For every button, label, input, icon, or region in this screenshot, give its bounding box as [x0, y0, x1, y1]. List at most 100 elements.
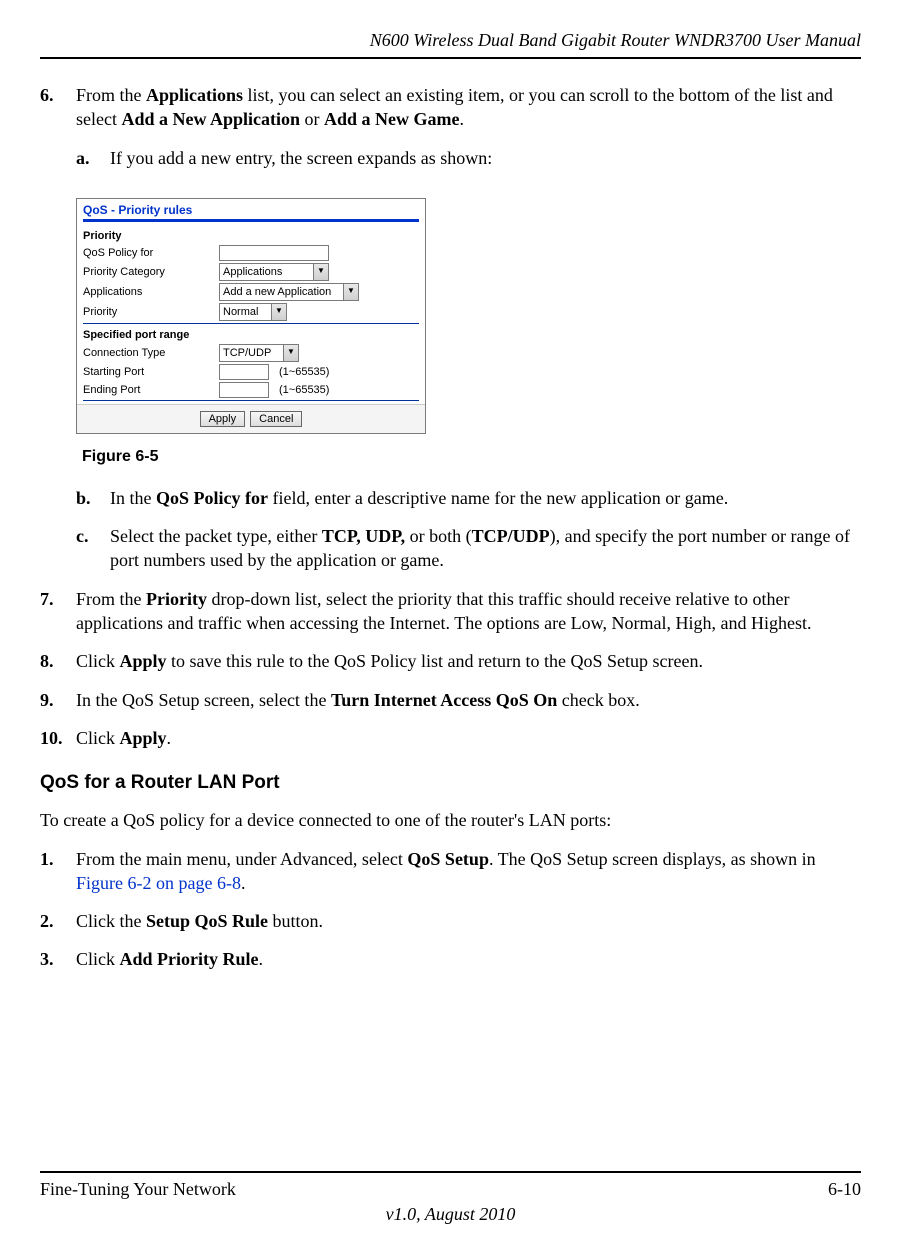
- text: button.: [268, 911, 323, 931]
- step-6b-marker: b.: [76, 486, 110, 510]
- end-port-input[interactable]: [219, 382, 269, 398]
- footer-rule: [40, 1171, 861, 1173]
- footer-version: v1.0, August 2010: [40, 1204, 861, 1225]
- lan-step-3-marker: 3.: [40, 947, 76, 971]
- text: or: [300, 109, 324, 129]
- step-6-content: From the Applications list, you can sele…: [76, 83, 861, 184]
- section-title: QoS for a Router LAN Port: [40, 772, 861, 794]
- text-bold: QoS Setup: [407, 849, 489, 869]
- text: From the: [76, 589, 146, 609]
- priority-heading: Priority: [77, 228, 425, 244]
- cancel-button[interactable]: Cancel: [250, 411, 302, 427]
- text: In the QoS Setup screen, select the: [76, 690, 331, 710]
- row-policy-for: QoS Policy for: [77, 244, 425, 262]
- step-6b-content: In the QoS Policy for field, enter a des…: [110, 486, 728, 510]
- lan-step-1-marker: 1.: [40, 847, 76, 896]
- section-rule: [83, 400, 419, 401]
- step-6b: b. In the QoS Policy for field, enter a …: [76, 486, 861, 510]
- section-rule: [83, 323, 419, 324]
- category-value: Applications: [223, 266, 282, 278]
- start-port-input[interactable]: [219, 364, 269, 380]
- priority-label: Priority: [83, 306, 213, 318]
- figure-link[interactable]: Figure 6-2 on page 6-8: [76, 873, 241, 893]
- lan-step-2: 2. Click the Setup QoS Rule button.: [40, 909, 861, 933]
- text-bold: Apply: [120, 728, 167, 748]
- apply-button[interactable]: Apply: [200, 411, 246, 427]
- policy-input[interactable]: [219, 245, 329, 261]
- lan-step-3-content: Click Add Priority Rule.: [76, 947, 861, 971]
- step-7-content: From the Priority drop-down list, select…: [76, 587, 861, 636]
- category-dropdown[interactable]: Applications ▼: [219, 263, 329, 281]
- row-applications: Applications Add a new Application ▼: [77, 282, 425, 302]
- text-bold: Add Priority Rule: [120, 949, 259, 969]
- row-end-port: Ending Port (1~65535): [77, 381, 425, 399]
- step-10: 10. Click Apply.: [40, 726, 861, 750]
- chevron-down-icon: ▼: [313, 264, 328, 280]
- conn-value: TCP/UDP: [223, 347, 271, 359]
- applications-value: Add a new Application: [223, 286, 331, 298]
- step-9: 9. In the QoS Setup screen, select the T…: [40, 688, 861, 712]
- step-8: 8. Click Apply to save this rule to the …: [40, 649, 861, 673]
- text: or both (: [405, 526, 472, 546]
- step-6c-marker: c.: [76, 524, 110, 573]
- step-6c-content: Select the packet type, either TCP, UDP,…: [110, 524, 861, 573]
- figure-block: QoS - Priority rules Priority QoS Policy…: [76, 198, 861, 466]
- title-underline: [83, 219, 419, 222]
- start-port-label: Starting Port: [83, 366, 213, 378]
- text-bold: TCP, UDP,: [322, 526, 405, 546]
- step-6-marker: 6.: [40, 83, 76, 184]
- step-8-marker: 8.: [40, 649, 76, 673]
- chevron-down-icon: ▼: [283, 345, 298, 361]
- text-bold: Turn Internet Access QoS On: [331, 690, 557, 710]
- qos-screenshot-title: QoS - Priority rules: [77, 199, 425, 219]
- text-bold: TCP/UDP: [472, 526, 550, 546]
- step-7: 7. From the Priority drop-down list, sel…: [40, 587, 861, 636]
- lan-step-2-marker: 2.: [40, 909, 76, 933]
- footer-right: 6-10: [828, 1179, 861, 1200]
- port-hint: (1~65535): [279, 384, 329, 396]
- header-rule: [40, 57, 861, 59]
- text: check box.: [557, 690, 639, 710]
- text: field, enter a descriptive name for the …: [268, 488, 728, 508]
- port-hint: (1~65535): [279, 366, 329, 378]
- category-label: Priority Category: [83, 266, 213, 278]
- footer-row: Fine-Tuning Your Network 6-10: [40, 1179, 861, 1200]
- step-6a-text: If you add a new entry, the screen expan…: [110, 146, 492, 170]
- priority-value: Normal: [223, 306, 258, 318]
- text: .: [460, 109, 465, 129]
- step-10-content: Click Apply.: [76, 726, 861, 750]
- row-priority: Priority Normal ▼: [77, 302, 425, 322]
- step-8-content: Click Apply to save this rule to the QoS…: [76, 649, 861, 673]
- button-row: Apply Cancel: [77, 404, 425, 433]
- step-6a-marker: a.: [76, 146, 110, 170]
- footer: Fine-Tuning Your Network 6-10 v1.0, Augu…: [40, 1171, 861, 1225]
- text: . The QoS Setup screen displays, as show…: [489, 849, 816, 869]
- section-intro: To create a QoS policy for a device conn…: [40, 808, 861, 832]
- text: From the: [76, 85, 146, 105]
- chevron-down-icon: ▼: [343, 284, 358, 300]
- lan-step-3: 3. Click Add Priority Rule.: [40, 947, 861, 971]
- lan-step-1: 1. From the main menu, under Advanced, s…: [40, 847, 861, 896]
- text-bold: Priority: [146, 589, 207, 609]
- priority-dropdown[interactable]: Normal ▼: [219, 303, 287, 321]
- text-bold: Setup QoS Rule: [146, 911, 268, 931]
- text-bold: Apply: [120, 651, 167, 671]
- row-category: Priority Category Applications ▼: [77, 262, 425, 282]
- applications-dropdown[interactable]: Add a new Application ▼: [219, 283, 359, 301]
- step-6c: c. Select the packet type, either TCP, U…: [76, 524, 861, 573]
- step-6: 6. From the Applications list, you can s…: [40, 83, 861, 184]
- conn-dropdown[interactable]: TCP/UDP ▼: [219, 344, 299, 362]
- qos-screenshot: QoS - Priority rules Priority QoS Policy…: [76, 198, 426, 434]
- figure-caption: Figure 6-5: [82, 448, 861, 466]
- lan-step-1-content: From the main menu, under Advanced, sele…: [76, 847, 861, 896]
- step-10-marker: 10.: [40, 726, 76, 750]
- row-conn-type: Connection Type TCP/UDP ▼: [77, 343, 425, 363]
- text: From the main menu, under Advanced, sele…: [76, 849, 407, 869]
- chevron-down-icon: ▼: [271, 304, 286, 320]
- step-9-content: In the QoS Setup screen, select the Turn…: [76, 688, 861, 712]
- row-start-port: Starting Port (1~65535): [77, 363, 425, 381]
- policy-label: QoS Policy for: [83, 247, 213, 259]
- lan-step-2-content: Click the Setup QoS Rule button.: [76, 909, 861, 933]
- text: Click: [76, 651, 120, 671]
- text: Click the: [76, 911, 146, 931]
